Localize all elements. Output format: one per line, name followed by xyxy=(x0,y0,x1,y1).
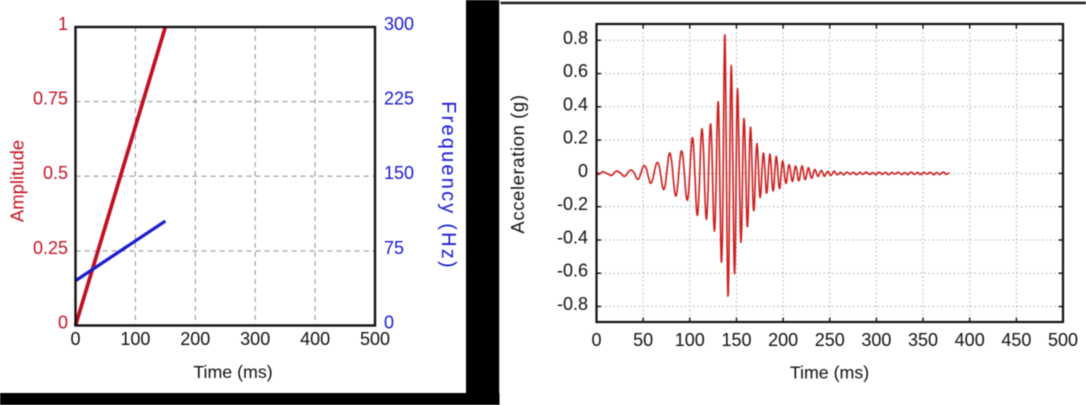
svg-text:Time (ms): Time (ms) xyxy=(193,362,272,382)
svg-text:-0.6: -0.6 xyxy=(557,261,588,281)
svg-text:350: 350 xyxy=(908,330,938,350)
svg-text:150: 150 xyxy=(721,330,751,350)
svg-text:100: 100 xyxy=(120,329,150,349)
svg-text:0.6: 0.6 xyxy=(563,61,588,81)
svg-text:75: 75 xyxy=(384,238,404,258)
svg-text:0: 0 xyxy=(591,330,601,350)
svg-text:450: 450 xyxy=(1001,330,1031,350)
svg-text:50: 50 xyxy=(633,330,653,350)
svg-text:100: 100 xyxy=(675,330,705,350)
svg-text:-0.2: -0.2 xyxy=(557,194,588,214)
svg-text:0.25: 0.25 xyxy=(33,238,68,258)
svg-text:0.4: 0.4 xyxy=(563,94,588,114)
svg-text:0.75: 0.75 xyxy=(33,89,68,109)
svg-text:0.5: 0.5 xyxy=(43,163,68,183)
svg-text:0.8: 0.8 xyxy=(563,28,588,48)
svg-text:1: 1 xyxy=(58,14,68,34)
svg-text:0: 0 xyxy=(58,313,68,333)
svg-text:400: 400 xyxy=(300,329,330,349)
svg-text:300: 300 xyxy=(240,329,270,349)
svg-text:300: 300 xyxy=(384,14,414,34)
svg-text:0: 0 xyxy=(70,329,80,349)
svg-text:Time (ms): Time (ms) xyxy=(790,363,869,383)
svg-text:500: 500 xyxy=(360,329,390,349)
svg-text:Acceleration (g): Acceleration (g) xyxy=(507,94,528,233)
svg-text:-0.8: -0.8 xyxy=(557,294,588,314)
svg-text:-0.4: -0.4 xyxy=(557,228,588,248)
svg-text:250: 250 xyxy=(815,330,845,350)
svg-text:Amplitude: Amplitude xyxy=(7,140,28,222)
svg-text:225: 225 xyxy=(384,89,414,109)
svg-text:150: 150 xyxy=(384,163,414,183)
svg-text:200: 200 xyxy=(768,330,798,350)
svg-text:200: 200 xyxy=(180,329,210,349)
svg-text:500: 500 xyxy=(1048,330,1078,350)
svg-text:400: 400 xyxy=(955,330,985,350)
svg-text:Frequency (Hz): Frequency (Hz) xyxy=(437,101,459,270)
svg-text:300: 300 xyxy=(861,330,891,350)
svg-text:0: 0 xyxy=(578,161,588,181)
svg-text:0: 0 xyxy=(384,313,394,333)
svg-text:0.2: 0.2 xyxy=(563,128,588,148)
